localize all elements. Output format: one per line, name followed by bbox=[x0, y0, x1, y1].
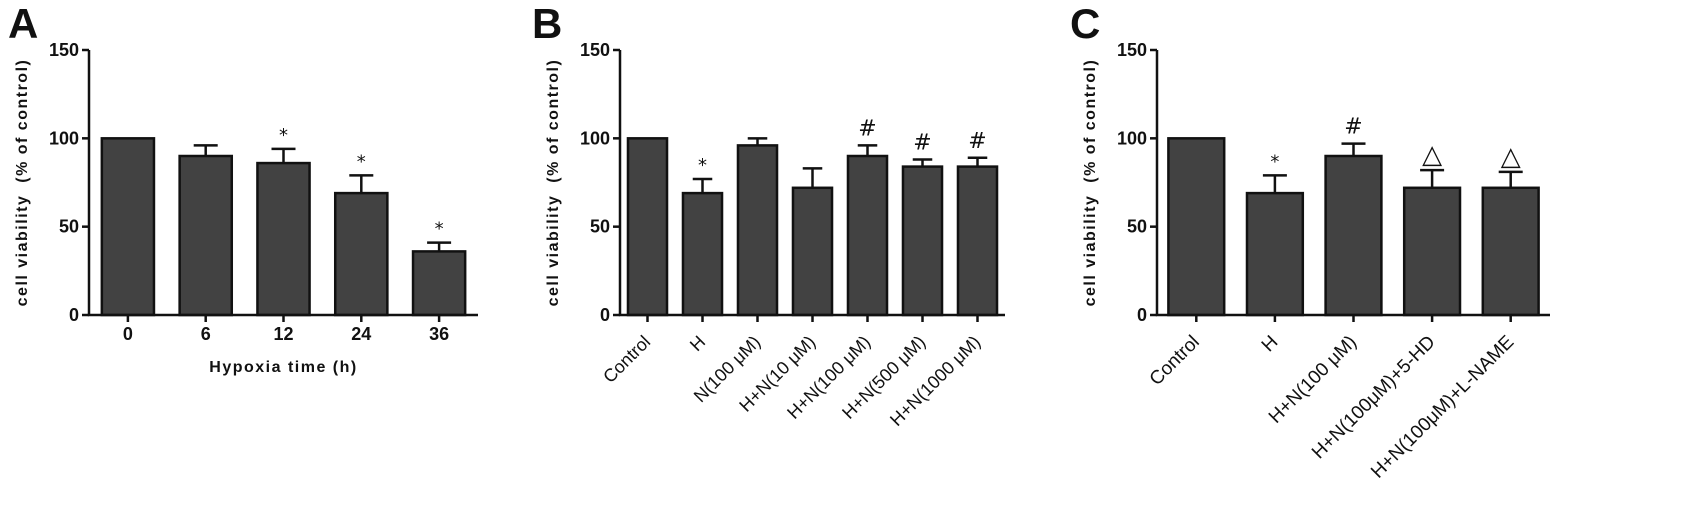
y-tick-label: 150 bbox=[49, 40, 79, 60]
panel-label: A bbox=[8, 0, 38, 47]
significance-marker: * bbox=[698, 155, 707, 176]
bar bbox=[333, 191, 389, 317]
significance-marker: △ bbox=[1501, 142, 1521, 172]
bar bbox=[901, 165, 944, 317]
significance-marker: # bbox=[968, 129, 986, 154]
y-axis-label: cell viability (% of control) bbox=[1082, 59, 1099, 307]
significance-marker: * bbox=[1270, 151, 1279, 172]
y-tick-label: 0 bbox=[600, 305, 610, 325]
bar bbox=[1402, 186, 1462, 317]
significance-marker: # bbox=[1344, 115, 1362, 140]
y-tick-label: 100 bbox=[49, 128, 79, 148]
y-tick-label: 50 bbox=[59, 217, 79, 237]
x-tick-label: 24 bbox=[351, 324, 371, 344]
bar bbox=[256, 161, 311, 317]
x-tick-label: H bbox=[1258, 332, 1283, 357]
bar bbox=[736, 144, 779, 317]
y-tick-label: 0 bbox=[1137, 305, 1147, 325]
panel-label: B bbox=[532, 0, 562, 47]
significance-marker: * bbox=[435, 219, 444, 240]
significance-marker: # bbox=[913, 131, 931, 156]
y-tick-label: 50 bbox=[1127, 217, 1147, 237]
bar bbox=[411, 250, 467, 317]
x-tick-label: Control bbox=[1146, 332, 1204, 390]
bar bbox=[681, 191, 724, 317]
x-tick-label: 12 bbox=[273, 324, 293, 344]
y-tick-label: 50 bbox=[590, 217, 610, 237]
bar bbox=[100, 137, 156, 317]
bar bbox=[1167, 137, 1226, 317]
bar bbox=[846, 154, 889, 317]
significance-marker: # bbox=[858, 116, 876, 141]
bar bbox=[178, 154, 234, 317]
bar bbox=[1324, 154, 1383, 317]
y-tick-label: 100 bbox=[580, 128, 610, 148]
x-tick-label: H+N(100μM)+L-NAME bbox=[1367, 332, 1518, 483]
bar bbox=[791, 186, 834, 317]
x-axis-label: Hypoxia time (h) bbox=[209, 359, 357, 376]
x-tick-label: H bbox=[686, 332, 709, 355]
y-axis-label: cell viability (% of control) bbox=[14, 59, 31, 307]
bar bbox=[956, 165, 999, 317]
y-tick-label: 100 bbox=[1117, 128, 1147, 148]
significance-marker: * bbox=[279, 125, 288, 146]
x-tick-label: 6 bbox=[201, 324, 211, 344]
bar bbox=[626, 137, 669, 317]
bar bbox=[1245, 191, 1305, 317]
y-tick-label: 150 bbox=[1117, 40, 1147, 60]
x-tick-label: 36 bbox=[429, 324, 449, 344]
y-tick-label: 150 bbox=[580, 40, 610, 60]
bar bbox=[1481, 186, 1540, 317]
panel-label: C bbox=[1070, 0, 1100, 47]
significance-marker: △ bbox=[1422, 140, 1442, 170]
significance-marker: * bbox=[357, 151, 366, 172]
y-axis-label: cell viability (% of control) bbox=[545, 59, 562, 307]
x-tick-label: Control bbox=[599, 332, 654, 387]
x-tick-label: 0 bbox=[123, 324, 133, 344]
y-tick-label: 0 bbox=[69, 305, 79, 325]
